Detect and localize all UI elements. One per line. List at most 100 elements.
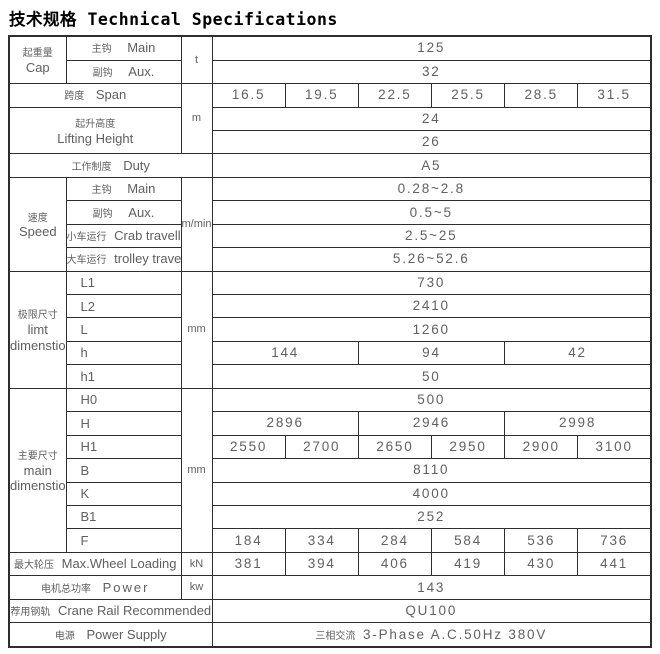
- wheel-loading-label-zh: 最大轮压: [13, 560, 54, 572]
- limit-l1-value: 730: [211, 270, 652, 296]
- cap-main-label-zh: 主钩: [91, 44, 112, 56]
- cap-label-cell: 起重量 Cap: [8, 35, 67, 85]
- span-value-2: 22.5: [357, 83, 432, 108]
- main-dimension-label-en2: dimenstion: [10, 478, 66, 494]
- main-h-value-2: 2998: [504, 411, 652, 436]
- main-b1-value: 252: [211, 504, 652, 530]
- cap-aux-label-zh: 副钩: [92, 67, 113, 79]
- page-title: 技术规格 Technical Specifications: [0, 0, 660, 30]
- limit-dimension-label-cell: 极限尺寸 limt dimenstion: [8, 270, 67, 389]
- main-h0-value: 500: [211, 387, 652, 413]
- speed-main-label-cell: 主钩 Main: [65, 176, 182, 202]
- limit-h-label: h: [65, 340, 182, 366]
- row-speed-aux: 副钩 Aux. 0.5~5: [9, 200, 652, 225]
- wheel-loading-value-4: 430: [504, 551, 579, 577]
- power-supply-value-en: 3-Phase A.C.50Hz 380V: [362, 626, 548, 642]
- cap-label-zh: 起重量: [22, 48, 53, 60]
- limit-h1-label: h1: [65, 364, 182, 389]
- row-limit-l: L 1260: [9, 317, 652, 342]
- span-value-1: 19.5: [284, 83, 359, 108]
- speed-main-label-en: Main: [127, 181, 156, 197]
- main-b-value: 8110: [211, 458, 652, 483]
- row-main-h1: H1 2550 2700 2650 2950 2900 3100: [9, 434, 652, 460]
- span-label-en: Span: [95, 87, 127, 103]
- crane-rail-value: QU100: [211, 598, 652, 624]
- main-h1-value-4: 2900: [504, 434, 579, 460]
- cap-main-value: 125: [211, 35, 652, 61]
- speed-aux-label-cell: 副钩 Aux.: [65, 200, 182, 225]
- row-lifting-main: 起升高度 Lifting Height 24: [8, 106, 652, 155]
- page-title-en: Technical Specifications: [87, 10, 338, 29]
- main-dimension-label-cell: 主要尺寸 main dimenstion: [8, 387, 67, 553]
- limit-h1-value: 50: [211, 364, 652, 389]
- speed-aux-label-zh: 副钩: [92, 208, 113, 220]
- page-title-zh: 技术规格: [9, 10, 77, 29]
- power-supply-value-zh: 三相交流: [315, 630, 356, 642]
- speed-unit-cell: m/min: [180, 176, 213, 272]
- main-h1-value-3: 2950: [430, 434, 506, 460]
- span-lifting-unit-cell: m: [180, 83, 213, 155]
- power-supply-value-cell: 三相交流 3-Phase A.C.50Hz 380V: [211, 622, 652, 648]
- power-supply-label-en: Power Supply: [86, 626, 167, 642]
- limit-dimension-label-en2: dimenstion: [10, 337, 66, 353]
- speed-label-zh: 速度: [27, 212, 48, 224]
- main-f-value-0: 184: [211, 528, 286, 553]
- speed-crab-label-en: Crab travelling: [114, 228, 181, 243]
- main-f-value-3: 584: [430, 528, 506, 553]
- main-f-value-5: 736: [577, 528, 652, 553]
- cap-main-label-cell: 主钩 Main: [65, 35, 182, 61]
- main-h1-value-1: 2700: [284, 434, 359, 460]
- main-dimension-label-en1: main: [23, 462, 52, 478]
- span-value-4: 28.5: [504, 83, 579, 108]
- duty-label-zh: 工作制度: [71, 161, 112, 173]
- row-main-f: F 184 334 284 584 536 736: [9, 528, 652, 553]
- cap-main-label-en: Main: [127, 40, 156, 56]
- crane-rail-label-en: Crane Rail Recommended: [57, 603, 212, 618]
- main-f-label: F: [65, 528, 182, 553]
- limit-l2-value: 2410: [211, 293, 652, 319]
- power-supply-label-cell: 电源 Power Supply: [8, 622, 213, 648]
- row-limit-h1: h1 50: [9, 364, 652, 389]
- limit-dimension-label-zh: 极限尺寸: [17, 310, 58, 322]
- row-speed-main: 速度 Speed 主钩 Main m/min 0.28~2.8: [8, 176, 652, 272]
- wheel-loading-unit-cell: kN: [180, 551, 213, 577]
- speed-crab-label-cell: 小车运行 Crab travelling: [65, 223, 182, 249]
- row-limit-l1: 极限尺寸 limt dimenstion L1 mm 730: [8, 270, 652, 389]
- main-h-value-0: 2896: [211, 411, 359, 436]
- lifting-height-label-en: Lifting Height: [57, 130, 134, 146]
- power-label-cell: 电机总功率 Power: [8, 575, 182, 600]
- row-speed-trolley: 大车运行 trolley travelling 5.26~52.6: [9, 247, 652, 272]
- span-value-5: 31.5: [577, 83, 652, 108]
- duty-label-en: Duty: [123, 157, 150, 173]
- wheel-loading-label-cell: 最大轮压 Max.Wheel Loading: [8, 551, 182, 577]
- limit-l-label: L: [65, 317, 182, 342]
- span-value-0: 16.5: [211, 83, 286, 108]
- main-h1-value-0: 2550: [211, 434, 286, 460]
- limit-dimension-label-en1: limt: [27, 322, 48, 338]
- row-main-h0: 主要尺寸 main dimenstion H0 mm 500: [8, 387, 652, 553]
- row-cap-aux: 副钩 Aux. 32: [9, 59, 652, 85]
- cap-unit-cell: t: [180, 35, 213, 85]
- span-label-zh: 跨度: [64, 91, 85, 103]
- main-h1-value-5: 3100: [577, 434, 652, 460]
- main-k-label: K: [65, 481, 182, 506]
- lifting-height-label-zh: 起升高度: [75, 118, 116, 130]
- cap-aux-label-en: Aux.: [128, 63, 155, 79]
- wheel-loading-value-5: 441: [577, 551, 652, 577]
- wheel-loading-value-3: 419: [430, 551, 506, 577]
- lifting-height-label-cell: 起升高度 Lifting Height: [8, 106, 182, 155]
- limit-h-value-1: 94: [357, 340, 506, 366]
- spec-table: 起重量 Cap 主钩 Main t 125 副钩 Aux. 32 跨度 Span…: [8, 35, 652, 648]
- row-speed-crab: 小车运行 Crab travelling 2.5~25: [9, 223, 652, 249]
- row-main-k: K 4000: [9, 481, 652, 506]
- main-f-value-1: 334: [284, 528, 359, 553]
- row-limit-l2: L2 2410: [9, 293, 652, 319]
- main-k-value: 4000: [211, 481, 652, 506]
- span-value-3: 25.5: [430, 83, 506, 108]
- limit-l2-label: L2: [65, 293, 182, 319]
- limit-h-value-2: 42: [504, 340, 652, 366]
- speed-trolley-label-zh: 大车运行: [66, 255, 107, 267]
- speed-crab-label-zh: 小车运行: [66, 232, 107, 243]
- row-main-b: B 8110: [9, 458, 652, 483]
- row-cap-main: 起重量 Cap 主钩 Main t 125: [8, 35, 652, 85]
